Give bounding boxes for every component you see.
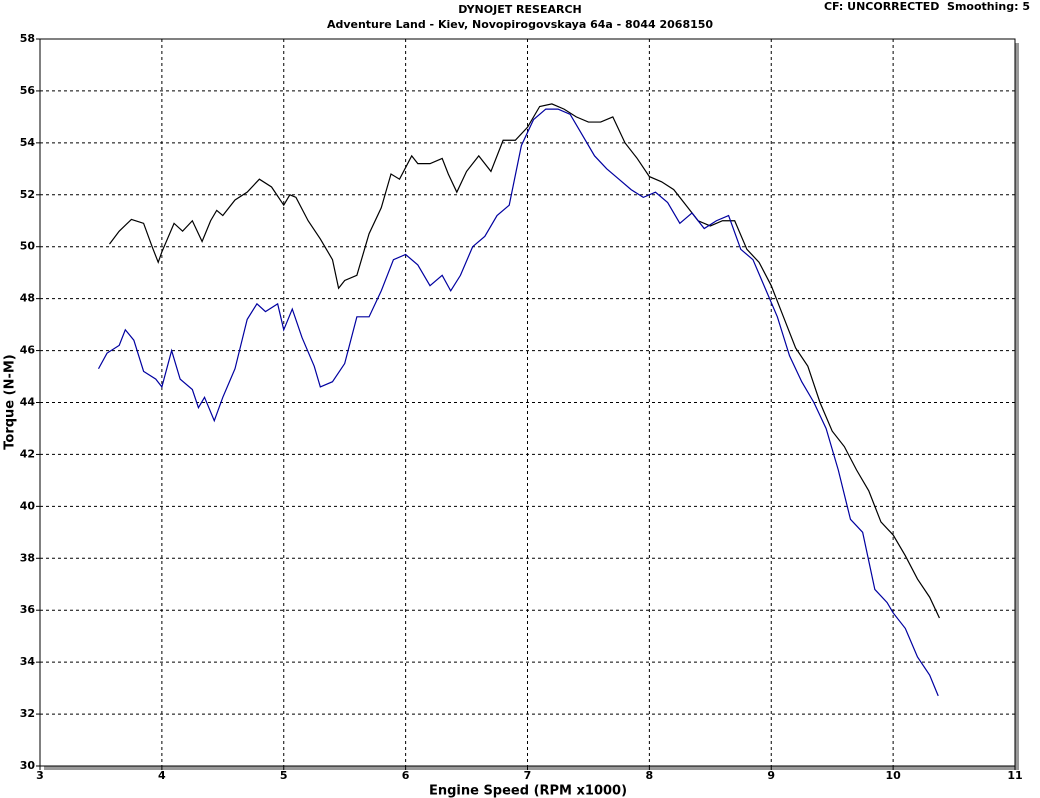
chart-subtitle: Adventure Land - Kiev, Novopirogovskaya … [327,18,713,31]
chart-title: DYNOJET RESEARCH [458,3,581,16]
x-tick-label: 8 [646,769,654,782]
x-tick-label: 5 [280,769,288,782]
y-tick-label: 42 [20,447,35,460]
x-tick-label: 10 [885,769,901,782]
y-tick-label: 44 [20,396,36,409]
x-tick-label: 6 [402,769,410,782]
y-tick-label: 48 [20,292,35,305]
y-tick-label: 58 [20,32,35,45]
y-tick-label: 30 [20,759,36,772]
y-tick-label: 50 [20,240,36,253]
y-tick-label: 46 [20,344,36,357]
y-tick-label: 36 [20,603,36,616]
x-axis-label: Engine Speed (RPM x1000) [429,784,627,798]
data-line [97,108,939,697]
x-tick-label: 3 [36,769,44,782]
x-tick-label: 7 [524,769,532,782]
y-tick-label: 38 [20,551,35,564]
x-tick-label: 11 [1007,769,1022,782]
y-tick-label: 52 [20,188,35,201]
y-tick-label: 34 [20,655,36,668]
y-tick-label: 56 [20,84,36,97]
y-tick-label: 32 [20,707,35,720]
data-line [108,103,940,619]
y-tick-label: 40 [20,499,36,512]
x-tick-label: 9 [767,769,775,782]
y-tick-label: 54 [20,136,36,149]
x-tick-label: 4 [158,769,166,782]
y-axis-label: Torque (N-M) [3,354,18,449]
annotation: CF: UNCORRECTED Smoothing: 5 [824,0,1030,13]
